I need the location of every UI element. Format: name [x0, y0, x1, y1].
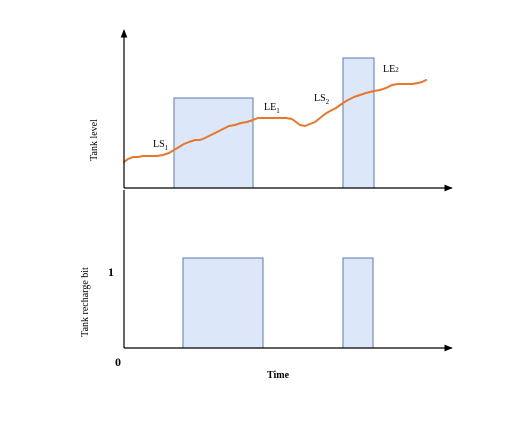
recharge-bit-pulse-1 [182, 257, 264, 349]
bit-level-one-label: 1 [108, 265, 114, 279]
label-le2-sub: 2 [395, 66, 399, 74]
recharge-bit-pulse-2 [342, 257, 374, 349]
label-ls1-main: LS [153, 139, 165, 150]
label-le1-sub: 1 [276, 107, 280, 115]
label-le1-main: LE [264, 102, 276, 113]
label-ls1: LS1 [153, 139, 169, 152]
label-ls1-sub: 1 [165, 144, 169, 152]
label-le2-main: LE [383, 64, 395, 75]
bottom-y-axis-label: Tank recharge bit [80, 267, 91, 337]
recharge-box-2-top [342, 57, 375, 189]
label-ls2: LS2 [314, 93, 330, 106]
origin-label: 0 [115, 355, 121, 369]
label-ls2-main: LS [314, 93, 326, 104]
top-y-axis-label: Tank level [89, 119, 100, 161]
label-le1: LE1 [264, 102, 280, 115]
time-axis-label: Time [267, 370, 290, 381]
label-le2: LE2 [383, 64, 399, 75]
label-ls2-sub: 2 [326, 98, 330, 106]
tank-level-curve [123, 79, 427, 163]
